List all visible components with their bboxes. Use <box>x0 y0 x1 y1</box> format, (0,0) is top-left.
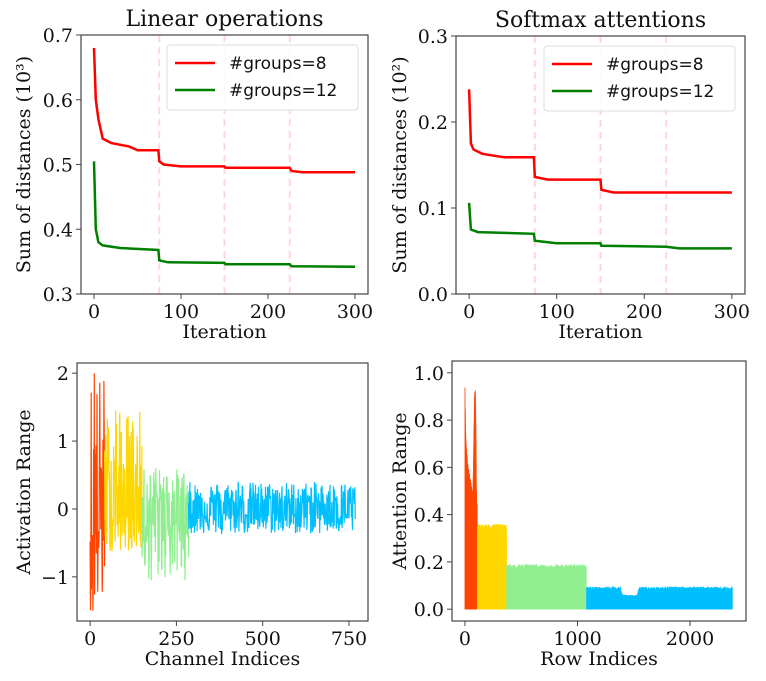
series-line-1 <box>92 47 355 174</box>
x-tick-label: 2000 <box>666 628 714 650</box>
legend-label: #groups=12 <box>229 81 337 101</box>
x-axis-label: Row Indices <box>540 648 658 670</box>
x-tick-label: 0 <box>463 301 475 323</box>
segment-trace-2 <box>104 410 143 552</box>
y-tick-label: 0.7 <box>43 25 73 47</box>
x-tick-label: 0 <box>84 628 96 650</box>
y-tick-label: −1 <box>41 567 69 589</box>
x-tick-label: 250 <box>158 628 194 650</box>
x-tick-label: 1000 <box>553 628 601 650</box>
y-tick-label: 2 <box>57 363 69 385</box>
subplot-4: 0 1000 2000 0.0 0.2 0.4 0.6 0.8 1.0 Row Indices At… <box>389 360 747 670</box>
x-tick-label: 300 <box>714 301 750 323</box>
legend-label: #groups=8 <box>229 54 327 74</box>
x-axis-label: Iteration <box>182 321 266 343</box>
segment-trace-1 <box>89 373 106 611</box>
y-tick-label: 0.2 <box>418 112 448 134</box>
x-tick-label: 100 <box>163 301 199 323</box>
x-tick-label: 500 <box>245 628 281 650</box>
y-tick-label: 0.0 <box>414 599 444 621</box>
legend: #groups=8 #groups=12 <box>543 45 736 112</box>
x-axis-label: Channel Indices <box>145 648 301 670</box>
axes-frame <box>455 35 746 295</box>
legend-box <box>543 45 736 112</box>
series-line-2 <box>92 161 356 269</box>
legend: #groups=8 #groups=12 <box>166 44 359 111</box>
x-tick-label: 100 <box>539 301 575 323</box>
chart-title: Softmax attentions <box>495 8 706 33</box>
y-tick-label: 0.6 <box>43 90 73 112</box>
segment-area-4 <box>586 585 733 610</box>
y-tick-label: 1 <box>57 431 69 453</box>
y-tick-label: 0.6 <box>414 457 444 479</box>
axes-frame <box>451 360 747 622</box>
y-axis-label: Sum of distances (10²) <box>389 56 411 273</box>
segment-area-3 <box>506 563 587 610</box>
segment-trace-4 <box>187 481 356 535</box>
axes-frame <box>76 362 369 622</box>
x-tick-label: 200 <box>626 301 662 323</box>
y-tick-label: 0.3 <box>43 284 73 306</box>
y-tick-label: 0.5 <box>43 155 73 177</box>
subplot-2: 0 100 200 300 0.0 0.1 0.2 0.3 Softmax attentions… <box>389 8 750 343</box>
y-axis-label: Activation Range <box>13 409 35 575</box>
legend-label: #groups=12 <box>606 82 714 102</box>
series-line-2 <box>467 202 732 250</box>
y-tick-label: 0.8 <box>414 410 444 432</box>
chart-title: Linear operations <box>125 7 323 32</box>
subplot-1: 0 100 200 300 0.3 0.4 0.5 0.6 0.7 Linear operatio… <box>13 7 373 343</box>
y-tick-label: 0 <box>57 499 69 521</box>
legend-label: #groups=8 <box>606 55 704 75</box>
legend-box <box>166 44 359 111</box>
series-line-1 <box>467 89 732 194</box>
y-tick-label: 0.4 <box>414 505 444 527</box>
y-tick-label: 0.4 <box>43 219 73 241</box>
segment-trace-3 <box>141 468 190 581</box>
x-tick-label: 0 <box>88 301 100 323</box>
segment-area-1 <box>464 387 478 610</box>
y-tick-label: 1.0 <box>414 363 444 385</box>
segment-area-2 <box>477 523 507 610</box>
y-tick-label: 0.1 <box>418 198 448 220</box>
subplot-3: 0 250 500 750 −1 0 1 2 Channel Indices Activation… <box>13 362 369 670</box>
x-axis-label: Iteration <box>558 321 642 343</box>
y-tick-label: 0.2 <box>414 552 444 574</box>
x-tick-label: 300 <box>337 301 373 323</box>
y-tick-label: 0.0 <box>418 284 448 306</box>
x-tick-label: 200 <box>250 301 286 323</box>
x-tick-label: 750 <box>331 628 367 650</box>
x-tick-label: 0 <box>459 628 471 650</box>
y-tick-label: 0.3 <box>418 26 448 48</box>
y-axis-label: Attention Range <box>389 412 411 570</box>
y-axis-label: Sum of distances (10³) <box>13 56 35 273</box>
